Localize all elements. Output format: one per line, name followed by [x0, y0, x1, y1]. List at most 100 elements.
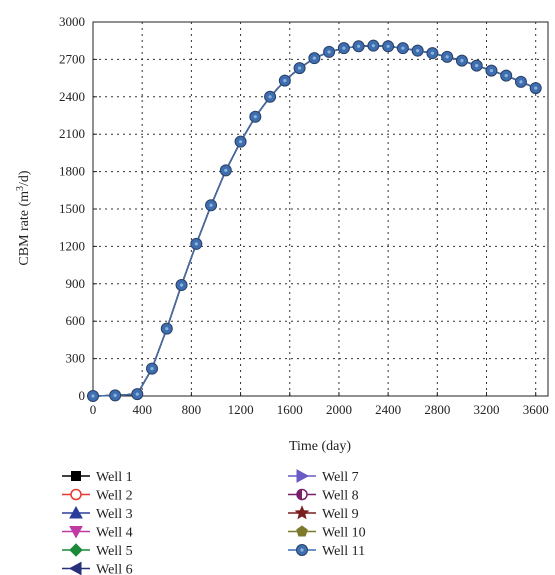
grid-lines	[93, 22, 548, 396]
x-tick-label: 800	[182, 402, 202, 417]
legend-marker	[296, 488, 308, 501]
legend-item: Well 11	[288, 544, 365, 559]
data-point	[426, 47, 439, 60]
legend-item: Well 1	[62, 470, 133, 485]
data-point	[278, 74, 291, 87]
data-point	[205, 199, 218, 212]
legend-label: Well 1	[96, 470, 133, 485]
series-line-well-6	[92, 44, 536, 397]
data-point	[249, 110, 262, 123]
y-tick-label: 2700	[59, 51, 85, 66]
data-point	[219, 164, 232, 177]
legend-marker	[296, 469, 310, 483]
data-point	[131, 388, 144, 401]
x-tick-label: 2400	[375, 402, 401, 417]
y-tick-label: 3000	[59, 14, 85, 29]
data-point	[109, 389, 122, 402]
legend-item: Well 6	[62, 561, 133, 575]
y-tick-labels: 0 300 600 900 1200 1500 1800 2100 2400 2700 3000	[59, 14, 97, 403]
legend-label: Well 8	[322, 489, 359, 504]
y-tick-label: 600	[66, 313, 86, 328]
x-tick-label: 2800	[424, 402, 450, 417]
y-tick-label: 1500	[59, 201, 85, 216]
legend-label: Well 9	[322, 507, 359, 522]
legend-marker	[296, 525, 308, 537]
x-tick-label: 2000	[326, 402, 352, 417]
x-tick-labels: 0 400 800 1200 1600 2000 2400 2800 3200 3600	[90, 392, 549, 417]
legend-label: Well 3	[96, 507, 133, 522]
legend-item: Well 5	[62, 543, 133, 559]
data-point	[455, 54, 468, 67]
series-line-well-9	[92, 44, 536, 397]
legend-item: Well 7	[288, 469, 359, 485]
data-point	[411, 44, 424, 57]
x-tick-label: 1600	[277, 402, 303, 417]
x-tick-label: 400	[132, 402, 152, 417]
y-tick-label: 900	[66, 276, 86, 291]
x-tick-label: 0	[90, 402, 97, 417]
data-point	[441, 50, 454, 63]
legend-marker	[68, 561, 82, 575]
data-point	[470, 59, 483, 72]
legend-label: Well 11	[322, 544, 365, 559]
data-point	[500, 69, 513, 82]
y-tick-label: 2400	[59, 89, 85, 104]
legend-marker	[69, 543, 83, 557]
data-point	[485, 64, 498, 77]
data-point	[529, 82, 542, 95]
legend-item: Well 3	[62, 505, 133, 522]
y-tick-label: 0	[79, 388, 86, 403]
data-point	[264, 90, 277, 103]
legend-label: Well 4	[96, 526, 133, 541]
legend-item: Well 9	[288, 505, 359, 522]
legend-item: Well 10	[288, 525, 366, 541]
legend-item: Well 2	[62, 489, 133, 504]
data-point	[190, 237, 203, 250]
legend-marker	[71, 471, 81, 481]
series-lines	[92, 44, 536, 397]
data-point	[337, 42, 350, 55]
x-axis-label: Time (day)	[289, 439, 351, 454]
series-markers	[87, 39, 542, 402]
series-line-well-5	[92, 44, 536, 397]
legend-label: Well 2	[96, 489, 133, 504]
y-tick-label: 1200	[59, 238, 85, 253]
y-tick-label: 2100	[59, 126, 85, 141]
data-point	[382, 40, 395, 53]
data-point	[234, 135, 247, 148]
legend-label: Well 5	[96, 544, 133, 559]
data-point	[367, 39, 380, 52]
data-point	[175, 279, 188, 292]
data-point	[396, 42, 409, 55]
legend-marker	[70, 488, 82, 501]
series-line-well-7	[92, 44, 536, 397]
data-point	[308, 52, 321, 65]
legend-item: Well 8	[288, 489, 359, 504]
series-line-well-1	[92, 44, 536, 397]
series-line-well-2	[92, 44, 536, 397]
legend-marker	[69, 505, 83, 519]
x-tick-label: 3600	[523, 402, 549, 417]
series-line-well-10	[92, 44, 536, 397]
data-point	[352, 40, 365, 53]
data-point	[146, 362, 159, 375]
y-axis-label-superscript: 3	[15, 186, 26, 191]
series-line-well-4	[92, 44, 536, 397]
y-tick-label: 1800	[59, 164, 85, 179]
legend-item: Well 4	[62, 526, 133, 541]
legend-marker	[294, 505, 310, 520]
series-line-well-11	[92, 44, 536, 397]
y-axis-label: CBM rate (m3/d)	[15, 170, 32, 266]
x-tick-label: 1200	[228, 402, 254, 417]
data-point	[323, 45, 336, 58]
y-tick-label: 300	[66, 351, 86, 366]
legend: Well 1 Well 2 Well 3 Well 4 Well 5 Well 6 Well…	[62, 469, 366, 575]
legend-label: Well 7	[322, 470, 359, 485]
plot-area-border	[92, 21, 549, 397]
series-line-well-8	[92, 44, 536, 397]
data-point	[293, 62, 306, 75]
x-tick-label: 3200	[474, 402, 500, 417]
legend-marker	[69, 526, 83, 539]
series-line-well-3	[92, 44, 536, 397]
